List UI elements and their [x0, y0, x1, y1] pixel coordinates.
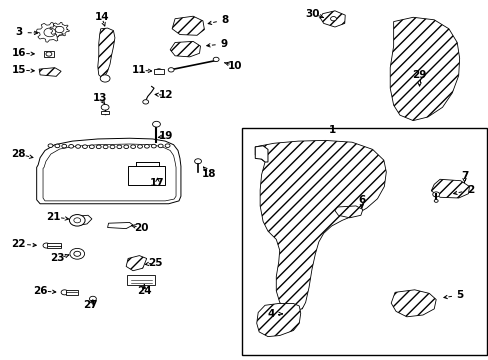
Circle shape: [110, 145, 115, 149]
Bar: [101, 111, 109, 114]
Text: 20: 20: [134, 222, 149, 233]
Text: 17: 17: [150, 178, 164, 188]
Polygon shape: [255, 146, 267, 162]
Circle shape: [89, 296, 96, 301]
Circle shape: [70, 248, 84, 259]
Bar: [154, 69, 163, 74]
Circle shape: [100, 75, 110, 82]
Circle shape: [101, 104, 109, 110]
Text: 19: 19: [159, 131, 173, 141]
Circle shape: [89, 145, 94, 149]
Circle shape: [55, 144, 60, 148]
Circle shape: [103, 145, 108, 149]
Text: 21: 21: [46, 212, 61, 222]
Text: 29: 29: [411, 70, 426, 80]
Polygon shape: [73, 215, 92, 225]
Circle shape: [96, 145, 101, 149]
Text: 5: 5: [455, 290, 462, 300]
Text: 15: 15: [11, 65, 26, 75]
Circle shape: [165, 144, 170, 148]
Circle shape: [69, 144, 74, 148]
Text: 4: 4: [267, 309, 275, 319]
Bar: [128, 166, 165, 185]
Circle shape: [158, 144, 163, 148]
Circle shape: [142, 100, 148, 104]
Text: 23: 23: [50, 253, 65, 264]
Polygon shape: [390, 290, 435, 317]
Circle shape: [55, 26, 64, 33]
Text: 30: 30: [305, 9, 320, 19]
Bar: [242, 128, 486, 355]
Circle shape: [130, 145, 135, 148]
Text: 12: 12: [159, 90, 173, 100]
Text: 9: 9: [220, 39, 227, 49]
Circle shape: [61, 290, 68, 295]
Polygon shape: [430, 179, 468, 198]
Text: 8: 8: [221, 15, 228, 25]
Text: 2: 2: [466, 185, 473, 195]
Text: 24: 24: [137, 286, 151, 296]
Text: 27: 27: [83, 300, 98, 310]
Polygon shape: [39, 68, 61, 76]
Polygon shape: [389, 17, 459, 121]
Circle shape: [61, 144, 66, 148]
Text: 3: 3: [15, 27, 22, 37]
Polygon shape: [37, 138, 181, 204]
Polygon shape: [98, 28, 115, 77]
Circle shape: [74, 251, 81, 256]
Circle shape: [123, 145, 128, 149]
Circle shape: [48, 144, 53, 148]
Circle shape: [43, 243, 50, 248]
Text: 25: 25: [148, 258, 163, 268]
Text: 13: 13: [93, 93, 107, 103]
Circle shape: [137, 145, 142, 148]
Circle shape: [194, 159, 201, 164]
Circle shape: [44, 28, 56, 37]
Circle shape: [213, 57, 219, 62]
Bar: [47, 243, 61, 248]
Polygon shape: [170, 41, 200, 57]
Polygon shape: [43, 144, 176, 201]
Text: 14: 14: [94, 12, 109, 22]
Text: 10: 10: [227, 60, 242, 71]
Circle shape: [69, 215, 85, 226]
Circle shape: [76, 145, 81, 148]
Circle shape: [151, 144, 156, 148]
Circle shape: [432, 192, 439, 197]
Polygon shape: [50, 22, 69, 37]
Text: 28: 28: [11, 149, 26, 159]
Polygon shape: [256, 303, 300, 337]
Text: 18: 18: [202, 168, 216, 179]
Polygon shape: [126, 256, 146, 271]
Text: 26: 26: [33, 286, 47, 296]
Circle shape: [330, 17, 336, 21]
Bar: [126, 275, 155, 285]
Text: 6: 6: [358, 195, 365, 205]
Polygon shape: [107, 222, 133, 229]
Circle shape: [152, 121, 160, 127]
Circle shape: [46, 52, 52, 56]
Circle shape: [117, 145, 122, 149]
Polygon shape: [37, 23, 63, 42]
Circle shape: [74, 218, 81, 223]
Circle shape: [144, 144, 149, 148]
Text: 16: 16: [11, 48, 26, 58]
Text: 1: 1: [328, 125, 335, 135]
Text: 7: 7: [460, 171, 468, 181]
Bar: [43, 51, 54, 57]
Circle shape: [82, 145, 87, 148]
Bar: [66, 290, 78, 295]
Polygon shape: [320, 11, 345, 27]
Circle shape: [433, 199, 437, 202]
Circle shape: [168, 68, 174, 72]
Polygon shape: [334, 206, 362, 218]
Circle shape: [155, 69, 162, 74]
Text: 11: 11: [132, 65, 146, 75]
Polygon shape: [255, 140, 386, 310]
Text: 22: 22: [11, 239, 26, 249]
Polygon shape: [172, 16, 204, 35]
